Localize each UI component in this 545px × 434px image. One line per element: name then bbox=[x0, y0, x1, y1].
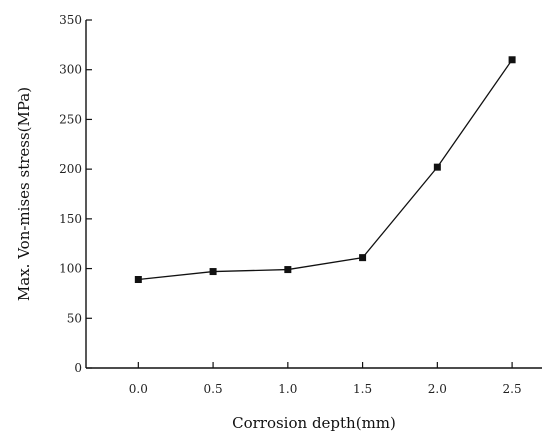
y-tick-label: 100 bbox=[59, 262, 82, 276]
data-point-marker bbox=[359, 254, 367, 262]
x-axis-label: Corrosion depth(mm) bbox=[232, 414, 396, 432]
x-tick-label: 2.0 bbox=[428, 382, 447, 396]
data-point-marker bbox=[134, 276, 142, 284]
plot-area: 0 50 100 150 200 250 300 350 0.0 0.5 1.0 1.5 2.0 2.5 bbox=[59, 13, 542, 396]
x-tick-label: 2.5 bbox=[503, 382, 522, 396]
y-axis-label: Max. Von-mises stress(MPa) bbox=[15, 87, 33, 301]
x-tick-label: 1.0 bbox=[278, 382, 297, 396]
series-line bbox=[138, 59, 513, 281]
data-point-marker bbox=[433, 163, 441, 171]
x-tick-label: 0.0 bbox=[129, 382, 148, 396]
y-tick-label: 0 bbox=[74, 361, 82, 375]
y-tick-label: 200 bbox=[59, 162, 82, 176]
x-axis-ticks: 0.0 0.5 1.0 1.5 2.0 2.5 bbox=[129, 362, 522, 396]
y-tick-label: 150 bbox=[59, 212, 82, 226]
y-tick-label: 300 bbox=[59, 63, 82, 77]
series-markers bbox=[134, 56, 516, 284]
y-tick-label: 250 bbox=[59, 112, 82, 126]
data-point-marker bbox=[209, 268, 217, 276]
x-tick-label: 0.5 bbox=[204, 382, 223, 396]
y-tick-label: 50 bbox=[67, 311, 82, 325]
x-tick-label: 1.5 bbox=[353, 382, 372, 396]
y-tick-label: 350 bbox=[59, 13, 82, 27]
data-point-marker bbox=[508, 56, 516, 64]
y-axis-ticks: 0 50 100 150 200 250 300 350 bbox=[59, 13, 92, 375]
data-point-marker bbox=[284, 266, 292, 274]
